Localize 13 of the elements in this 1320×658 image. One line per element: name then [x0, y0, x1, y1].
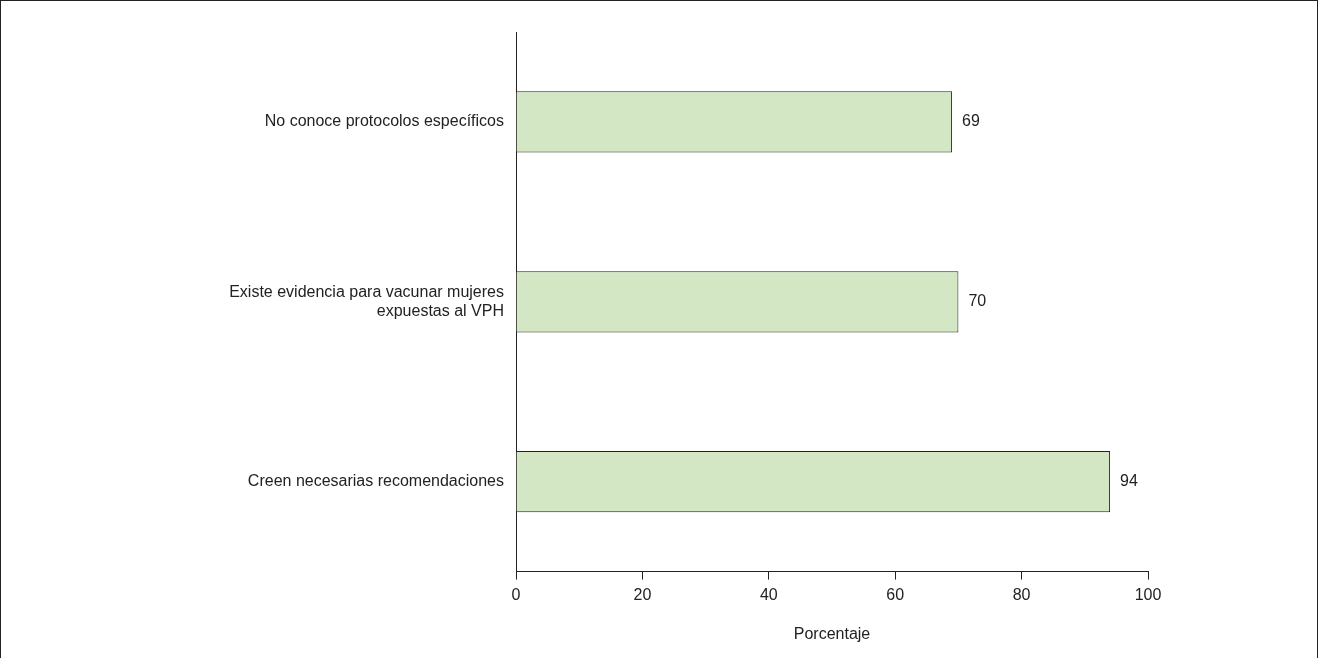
x-tick-label: 80 — [1012, 585, 1031, 603]
x-tick-label: 60 — [886, 585, 905, 603]
x-tick-label: 40 — [759, 585, 778, 603]
y-tick-label: Creen necesarias recomendaciones — [247, 472, 504, 490]
x-tick-label: 20 — [633, 585, 652, 603]
data-label: 69 — [962, 112, 980, 130]
y-tick-label: Existe evidencia para vacunar mujeres expuestas al VPH — [229, 282, 504, 319]
x-tick-label: 0 — [511, 585, 521, 603]
y-tick-label: No conoce protocolos específicos — [264, 112, 504, 130]
data-label: 70 — [968, 292, 987, 310]
x-tick-label: 100 — [1134, 585, 1162, 603]
x-axis-title: Porcentaje — [793, 624, 871, 642]
data-label: 94 — [1120, 472, 1138, 490]
